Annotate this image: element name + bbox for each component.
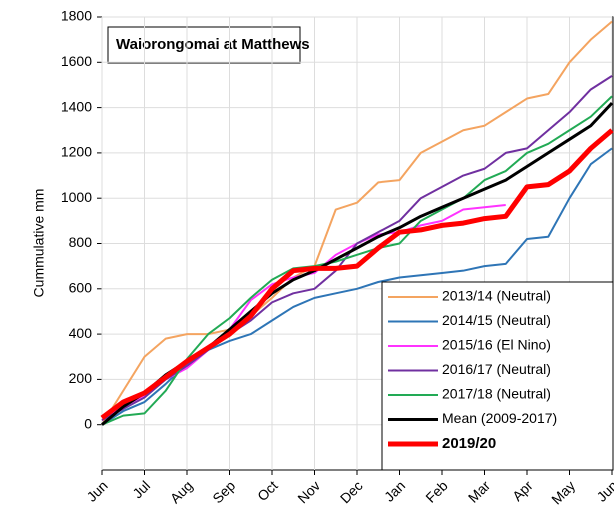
y-tick-label: 1600 [61, 53, 92, 69]
x-tick-label: Sep [209, 477, 238, 506]
legend-label: Mean (2009-2017) [442, 410, 557, 426]
y-tick-label: 1200 [61, 144, 92, 160]
y-tick-label: 0 [84, 415, 92, 431]
x-tick-label: Jun [83, 477, 110, 504]
y-tick-label: 600 [69, 280, 93, 296]
x-tick-label: Feb [422, 477, 451, 506]
x-tick-label: Dec [337, 477, 366, 506]
y-tick-label: 200 [69, 370, 93, 386]
x-tick-label: Mar [465, 477, 494, 506]
y-tick-label: 400 [69, 325, 93, 341]
y-tick-label: 1400 [61, 98, 92, 114]
x-tick-label: Jun [593, 477, 614, 504]
x-tick-label: Apr [509, 477, 536, 504]
legend-label: 2017/18 (Neutral) [442, 386, 551, 402]
series-line [101, 75, 613, 422]
legend-box [381, 281, 614, 471]
y-tick-label: 1000 [61, 189, 92, 205]
legend-label: 2019/20 [442, 435, 496, 452]
y-tick-label: 800 [69, 234, 93, 250]
title-box [107, 26, 301, 64]
chart-title: Waiorongomai at Matthews [116, 36, 310, 53]
x-tick-label: Nov [294, 477, 323, 506]
x-tick-label: May [548, 477, 578, 507]
y-tick-label: 1800 [61, 8, 92, 24]
x-tick-label: Jul [129, 477, 153, 501]
x-tick-label: Aug [167, 477, 196, 506]
x-tick-label: Oct [254, 477, 281, 504]
y-axis-label: Cummulative mm [31, 189, 47, 298]
x-tick-label: Jan [381, 477, 408, 504]
series-line [101, 20, 613, 426]
legend-label: 2013/14 (Neutral) [442, 288, 551, 304]
legend-label: 2015/16 (El Nino) [442, 337, 551, 353]
legend-label: 2014/15 (Neutral) [442, 312, 551, 328]
legend-label: 2016/17 (Neutral) [442, 361, 551, 377]
series-line [100, 128, 614, 420]
